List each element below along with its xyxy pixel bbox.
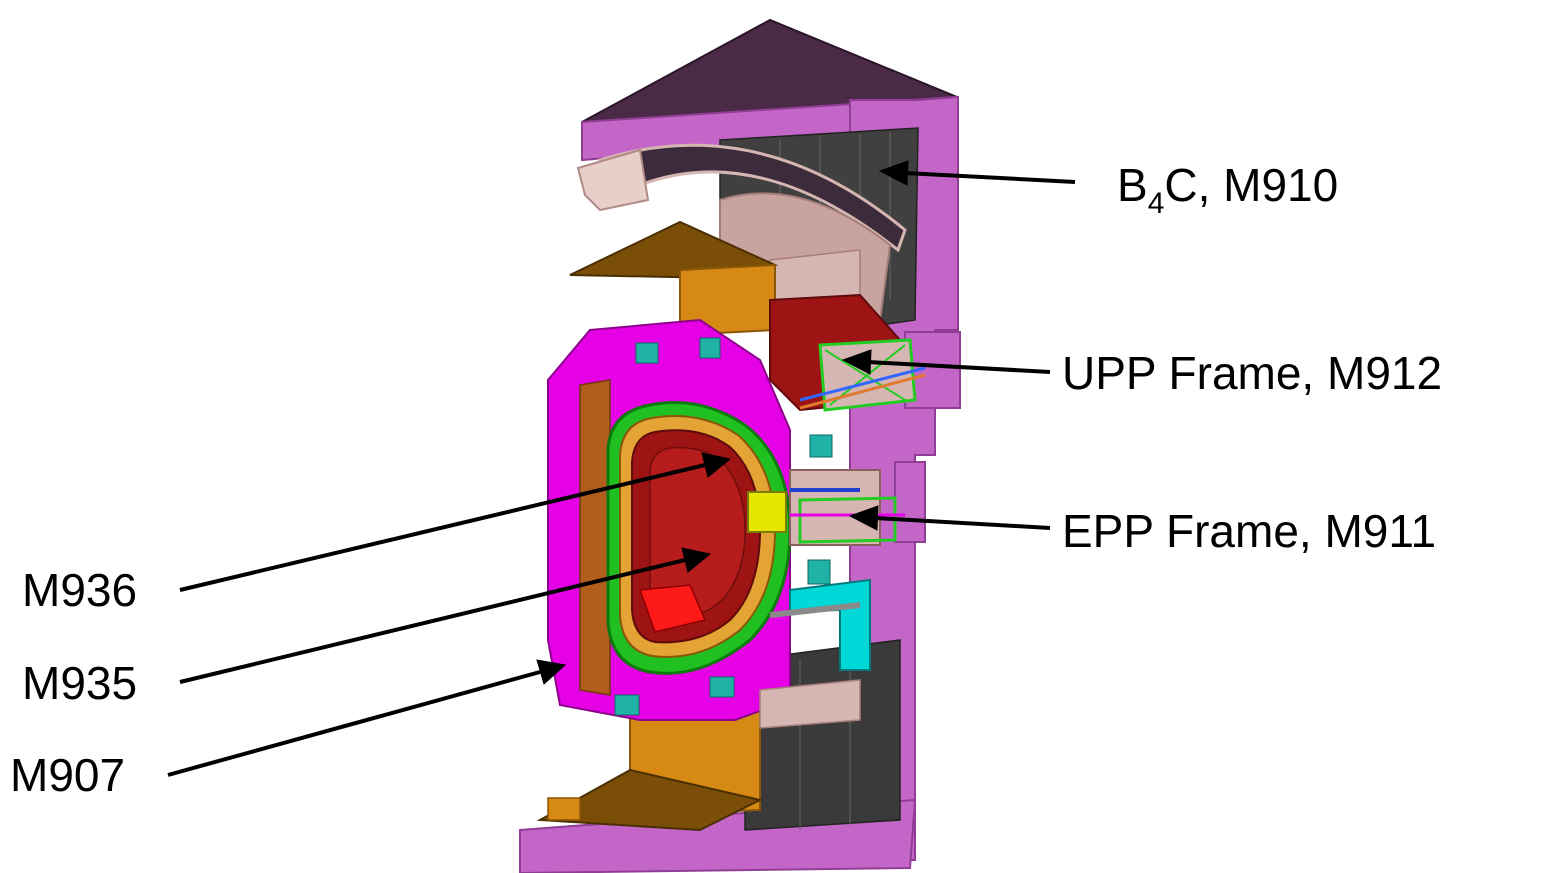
equatorial-port: [759, 469, 905, 729]
label-m907: M907: [10, 749, 126, 801]
arrow-epp-head: [848, 505, 879, 531]
arrow-m936-head: [701, 452, 732, 478]
lower-salmon: [759, 679, 861, 729]
upper-port: [769, 293, 926, 412]
central-block-yellow: [747, 491, 787, 533]
vacuum-vessel: [606, 401, 792, 675]
arrow-upp-head: [841, 349, 872, 375]
tf-coil-inner-bar: [579, 379, 611, 696]
coil-pad-4: [709, 676, 735, 698]
epp-duct: [789, 469, 881, 546]
arrow-epp-line: [874, 516, 1051, 530]
cryostat-lid-block: [576, 148, 650, 212]
coil-pad-2: [699, 337, 721, 359]
arrow-m936-line: [179, 463, 706, 592]
epp-frame: [798, 496, 897, 544]
upp-frame-diag-2: [829, 344, 906, 406]
arrow-m907-line: [167, 670, 541, 777]
coil-pad-1: [635, 342, 659, 364]
arrow-m935-head: [681, 547, 712, 573]
coil-pad-3: [614, 694, 640, 716]
label-b4c-subscript: 4: [1147, 187, 1165, 220]
divertor: [638, 584, 707, 633]
coil-pad-5: [807, 559, 831, 585]
label-upp-frame: UPP Frame, M912: [1062, 347, 1443, 399]
label-b4c-prefix: B: [1117, 159, 1148, 211]
arrow-b4c-head: [878, 160, 909, 186]
label-m936: M936: [22, 564, 138, 616]
cryostat-lid-arc: [596, 143, 907, 253]
upp-beam-blue: [799, 366, 926, 402]
orange-support: [536, 220, 779, 832]
upp-beam-orange: [799, 373, 926, 410]
arrows: [167, 160, 1076, 777]
label-b4c: B4C, M910: [1117, 159, 1339, 219]
arrow-m907-head: [536, 659, 567, 685]
label-epp-frame: EPP Frame, M911: [1062, 505, 1437, 557]
label-m935: M935: [22, 657, 138, 709]
arrow-upp-line: [867, 360, 1051, 374]
lower-port-duct: [769, 602, 861, 618]
label-b4c-suffix: C, M910: [1164, 159, 1339, 211]
equatorial-port-block: [894, 461, 926, 543]
upp-frame-diag: [824, 349, 906, 401]
arrow-m935-line: [179, 558, 686, 684]
orange-bottom-cap: [536, 768, 763, 832]
coil-pad-6: [809, 434, 833, 458]
plasma-chamber: [649, 446, 746, 619]
orange-foot: [547, 797, 581, 821]
arrow-b4c-line: [904, 171, 1076, 184]
